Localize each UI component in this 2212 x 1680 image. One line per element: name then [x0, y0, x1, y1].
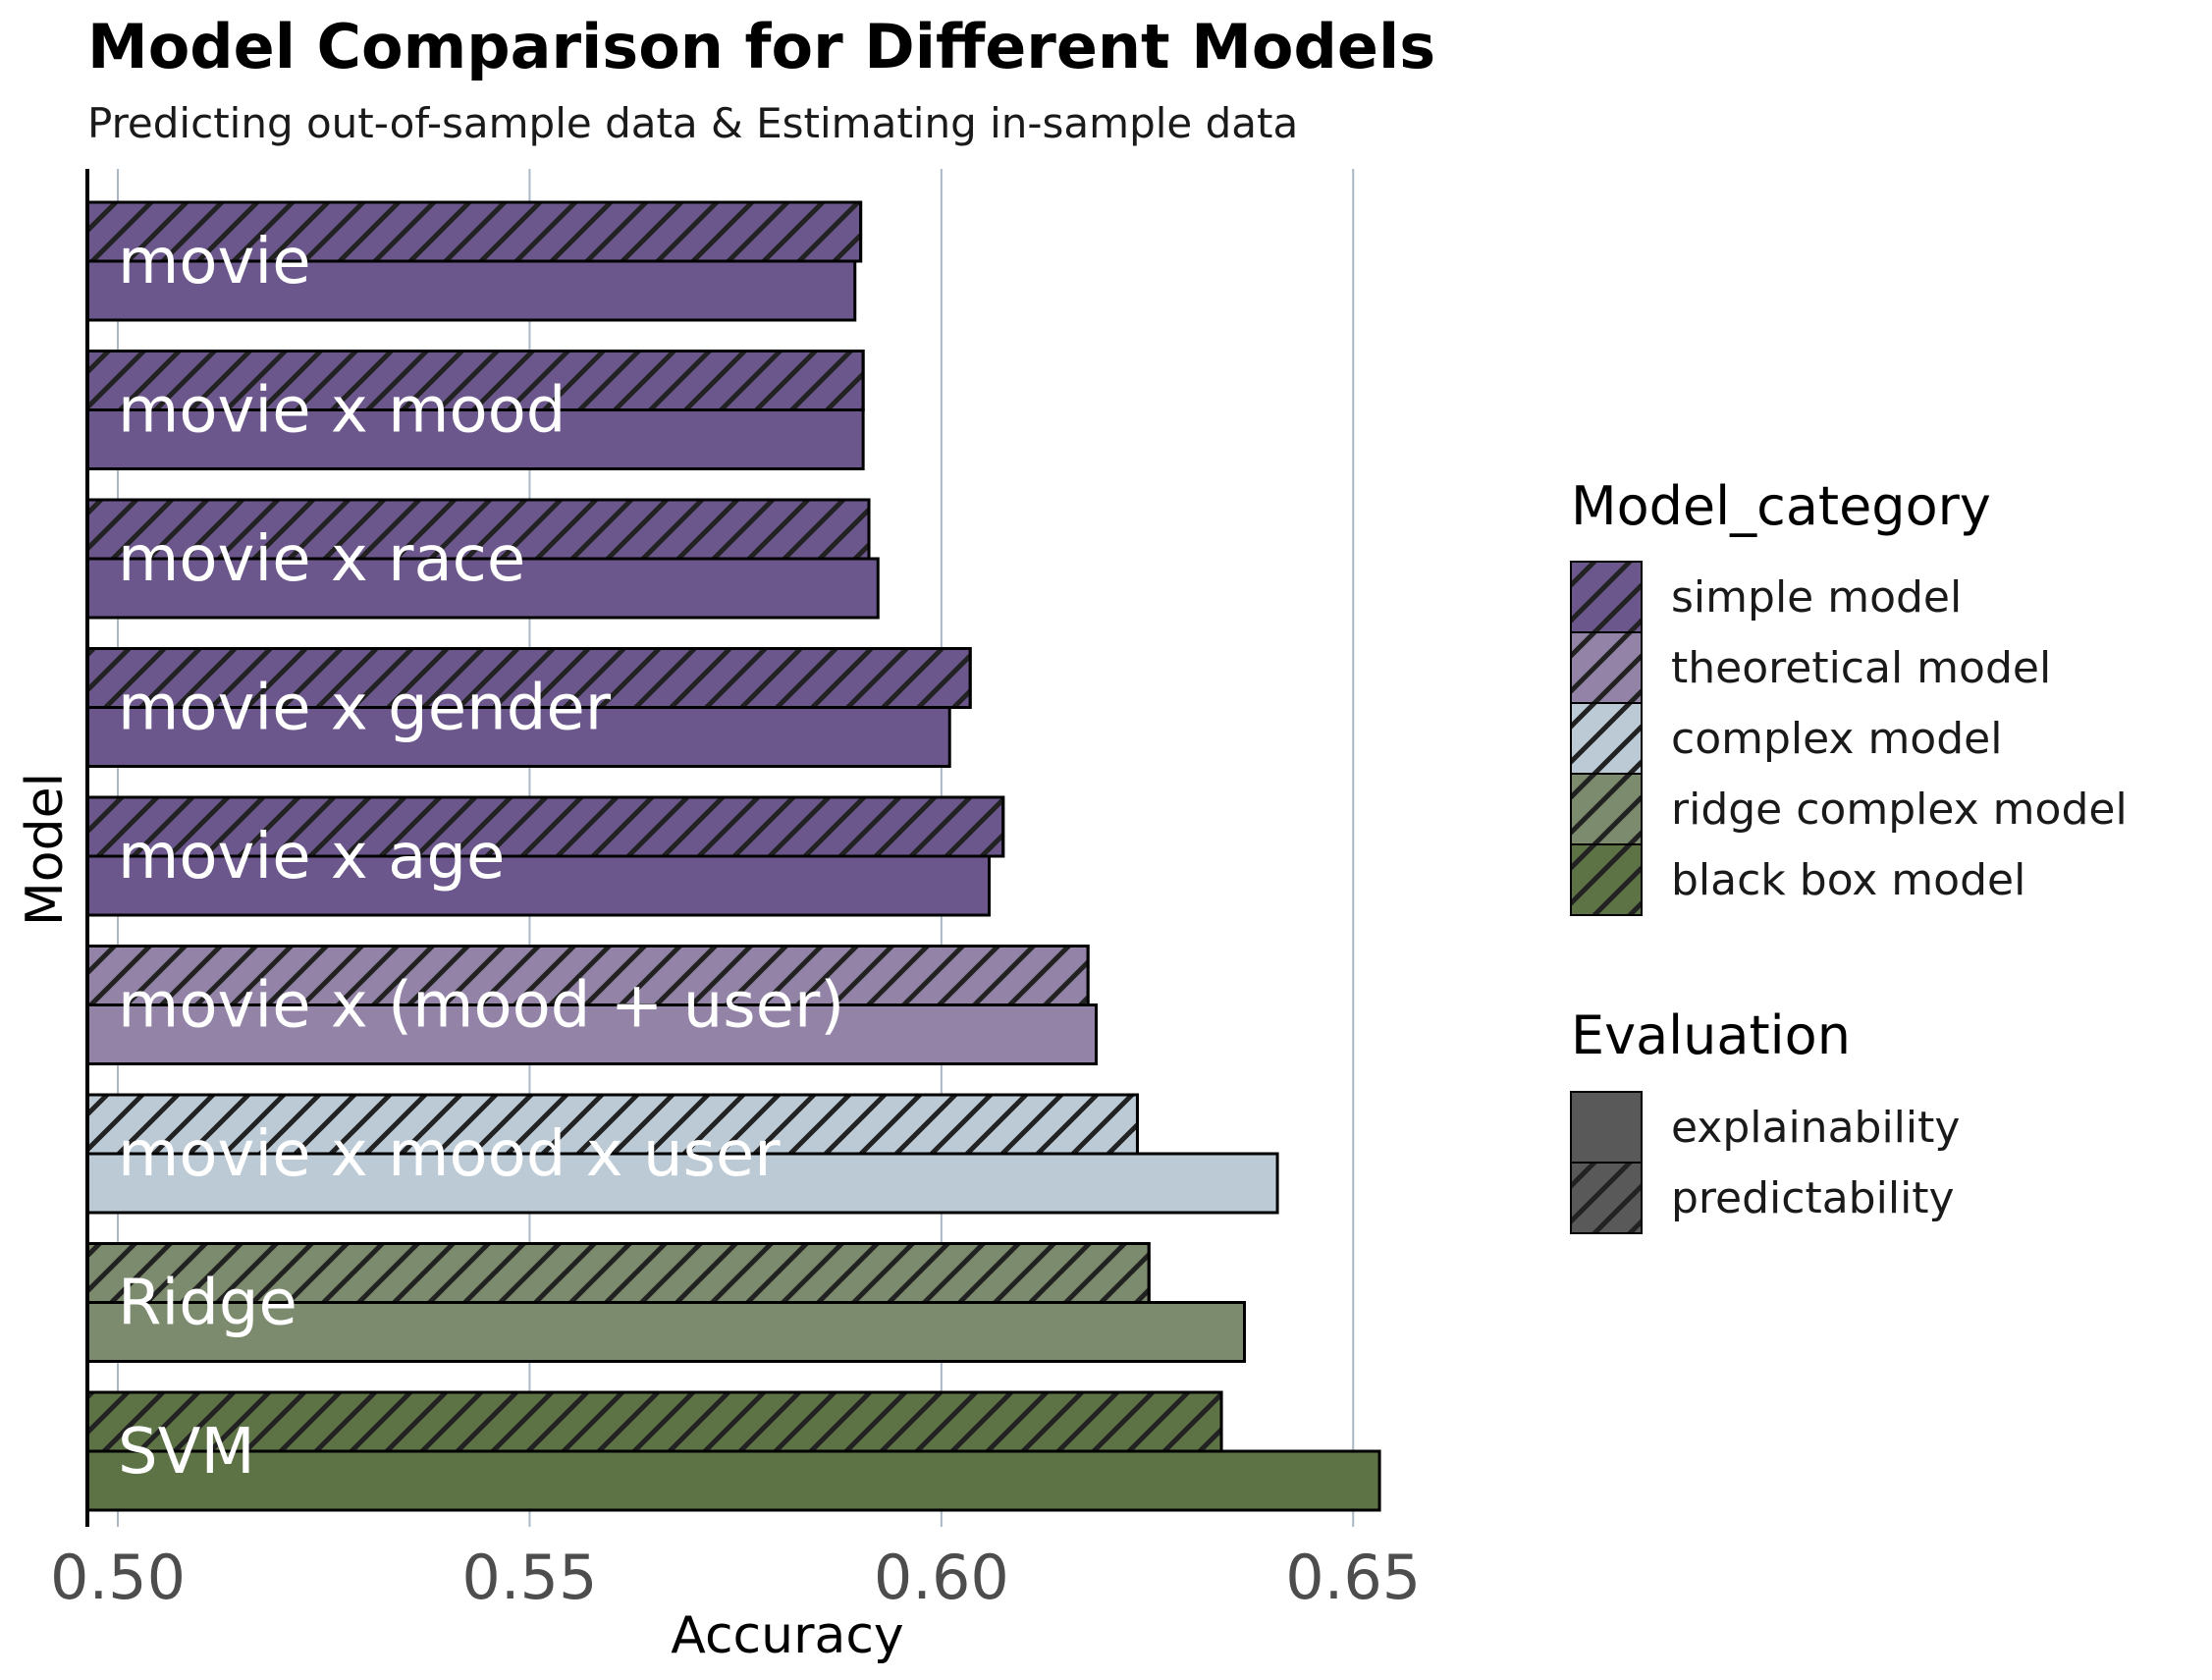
bar-predictability-hatch-6	[85, 1093, 1139, 1156]
bar-explainability-2	[85, 557, 880, 620]
x-tick-label-2: 0.60	[874, 1542, 1009, 1613]
legend-eval-key-hatch-1	[1570, 1162, 1643, 1234]
x-tick-label-0: 0.50	[50, 1542, 186, 1613]
bar-label-8: SVM	[118, 1416, 255, 1489]
bar-labels: movie movie x mood movie x race movie x gen…	[118, 226, 844, 1489]
x-tick-label-1: 0.55	[461, 1542, 597, 1613]
legend-eval-label-0: explainability	[1671, 1103, 1960, 1153]
legend-key-hatch-2	[1570, 702, 1643, 775]
bar-predictability-hatch-5	[85, 945, 1090, 1006]
bar-label-2: movie x race	[118, 523, 525, 596]
legend-eval-key-0	[1570, 1091, 1643, 1164]
bar-label-3: movie x gender	[118, 673, 612, 745]
legend-eval-label-1: predictability	[1671, 1173, 1955, 1223]
bar-label-6: movie x mood x user	[118, 1118, 781, 1191]
legend-label-3: ridge complex model	[1671, 785, 2128, 835]
bar-label-0: movie	[118, 226, 311, 298]
chart-title: Model Comparison for Different Models	[87, 11, 1435, 82]
x-tick-label-3: 0.65	[1285, 1542, 1421, 1613]
legend-label-0: simple model	[1671, 572, 1962, 623]
legend-key-hatch-3	[1570, 773, 1643, 845]
y-axis-title: Model	[16, 773, 75, 926]
bar-label-4: movie x age	[118, 821, 505, 894]
chart-subtitle: Predicting out-of-sample data & Estimati…	[87, 99, 1298, 147]
legend-key-hatch-0	[1570, 561, 1643, 633]
bar-explainability-8	[85, 1449, 1381, 1512]
legend-label-4: black box model	[1671, 855, 2025, 905]
legend-label-2: complex model	[1671, 714, 2002, 764]
bar-predictability-hatch-7	[85, 1242, 1151, 1304]
bar-predictability-hatch-2	[85, 498, 871, 561]
bar-explainability-4	[85, 854, 991, 917]
legend-title-evaluation: Evaluation	[1571, 1004, 1851, 1066]
legend-title-model-category: Model_category	[1571, 475, 1991, 537]
bar-predictability-hatch-8	[85, 1390, 1223, 1453]
x-axis-title: Accuracy	[671, 1606, 903, 1665]
bar-label-7: Ridge	[118, 1268, 297, 1340]
legend-key-hatch-1	[1570, 631, 1643, 704]
bar-explainability-3	[85, 706, 951, 768]
bars	[85, 200, 1381, 1512]
bar-explainability-0	[85, 259, 857, 322]
legend-label-1: theoretical model	[1671, 643, 2051, 693]
bar-label-5: movie x (mood + user)	[118, 970, 844, 1043]
bar-label-1: movie x mood	[118, 375, 566, 448]
bar-predictability-hatch-4	[85, 795, 1005, 858]
bar-explainability-7	[85, 1301, 1247, 1363]
legend-key-hatch-4	[1570, 843, 1643, 916]
bar-explainability-5	[85, 1003, 1099, 1065]
x-tick-labels: 0.50 0.55 0.60 0.65	[50, 1542, 1421, 1613]
bar-explainability-6	[85, 1152, 1279, 1215]
